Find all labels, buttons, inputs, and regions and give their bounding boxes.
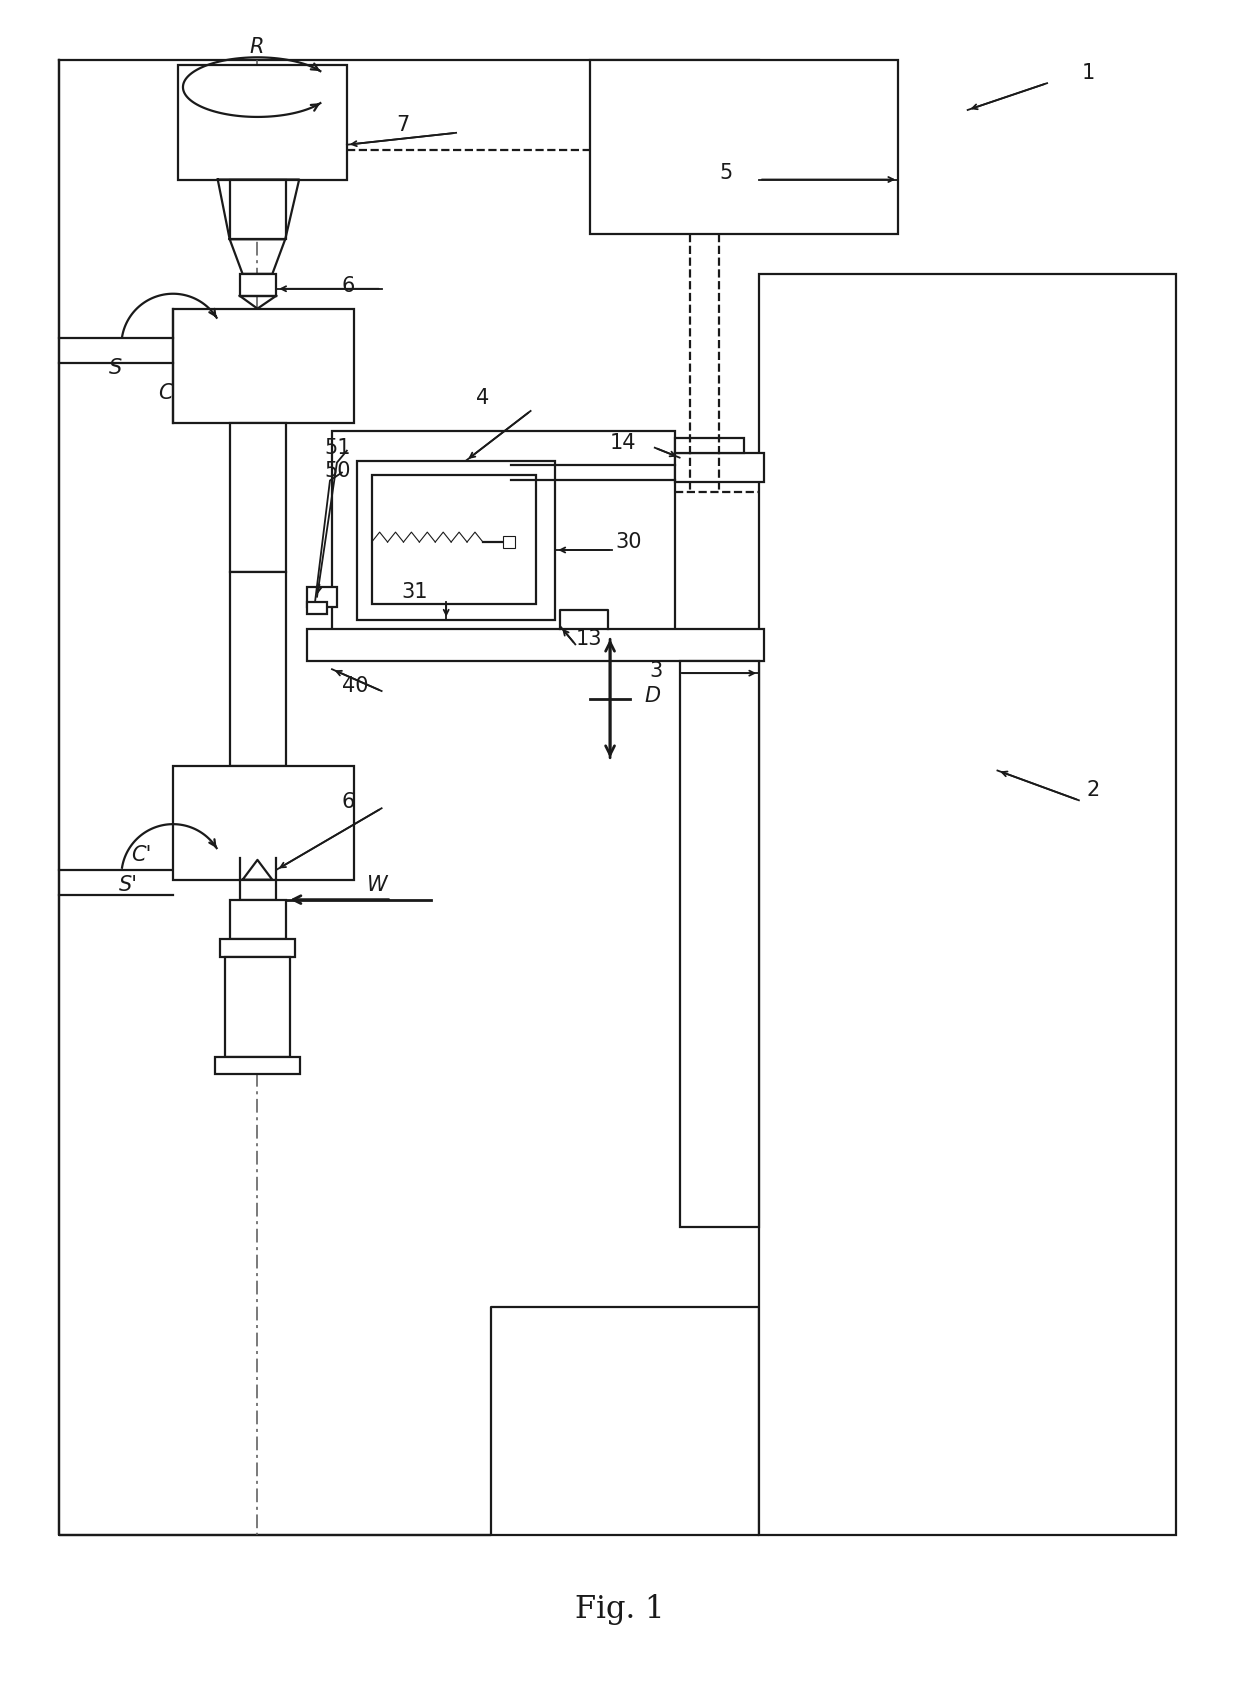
Text: S': S' [118,874,138,895]
Text: 3: 3 [650,661,663,681]
Text: 7: 7 [397,115,409,135]
Text: W: W [367,874,387,895]
Bar [502,536,515,548]
Bar [229,423,286,572]
Bar [179,66,347,179]
Bar [680,661,759,1228]
Text: 40: 40 [342,676,368,697]
Text: 50: 50 [324,460,351,480]
Text: 51: 51 [324,438,351,458]
Text: 14: 14 [610,433,636,453]
Text: 2: 2 [1086,780,1100,800]
Text: 4: 4 [476,387,490,408]
Bar [372,475,536,604]
Bar [759,274,1177,1535]
Text: Fig. 1: Fig. 1 [575,1595,665,1625]
Text: R: R [249,37,264,57]
Text: 31: 31 [402,582,428,602]
Bar [224,957,290,1057]
Bar [219,940,295,957]
Text: 13: 13 [575,629,601,649]
Bar [332,431,675,644]
Text: S: S [108,358,122,379]
Bar [229,900,286,940]
Bar [239,274,277,296]
Text: 30: 30 [615,533,641,551]
Bar [675,438,744,453]
Bar [215,1057,300,1074]
Bar [675,453,764,482]
Bar [308,602,327,614]
Text: 5: 5 [719,162,733,183]
Text: C': C' [131,846,151,864]
Text: D: D [645,687,661,707]
Text: 6: 6 [342,276,355,296]
Bar [590,61,898,233]
Text: 1: 1 [1081,63,1095,83]
Bar [308,587,337,607]
Bar [174,766,353,879]
Bar [239,879,277,900]
Bar [308,629,764,661]
Text: C: C [159,384,172,402]
Bar [357,460,556,619]
Text: 6: 6 [342,793,355,812]
Bar [229,572,286,766]
Bar [229,179,286,238]
Bar [174,309,353,423]
